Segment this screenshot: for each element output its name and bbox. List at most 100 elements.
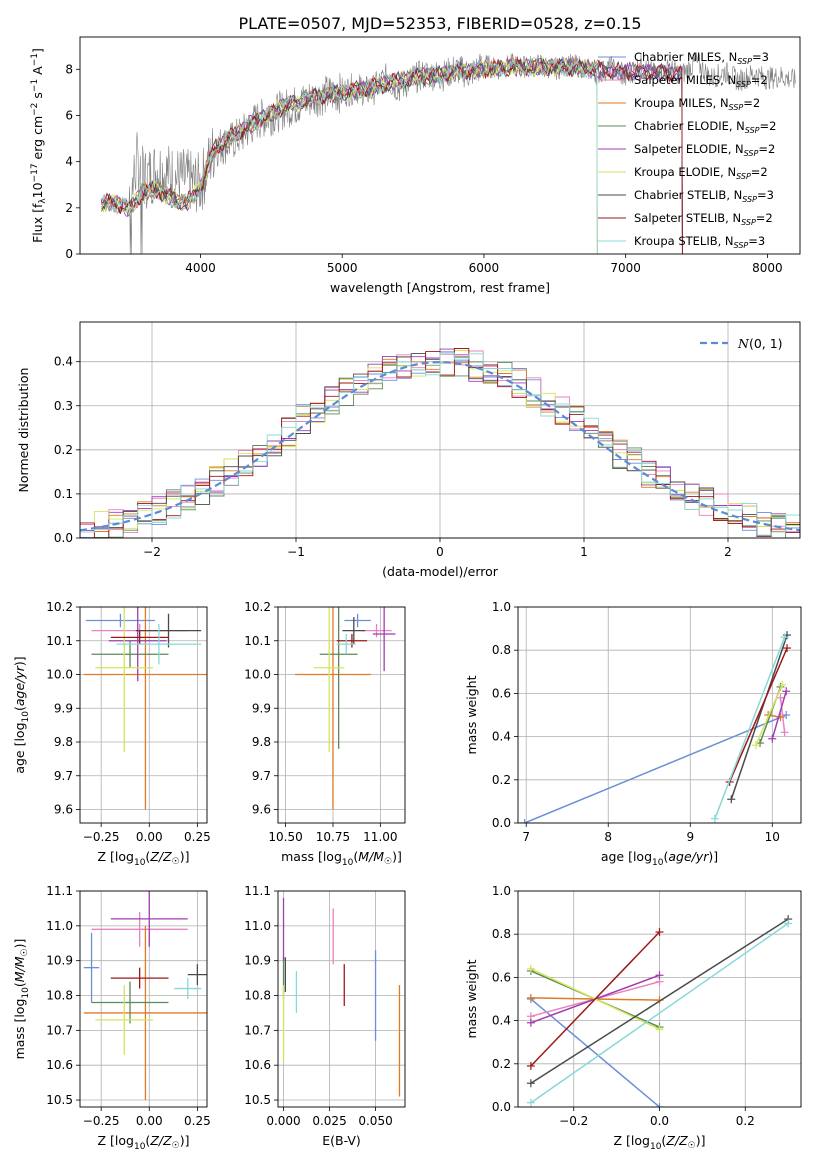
weight-line [728, 647, 788, 783]
weight-series-chabrier-miles [520, 711, 791, 823]
weight-line [771, 690, 787, 740]
y-axis-label: mass [log10(M/M☉)] [12, 939, 31, 1060]
y-tick-label: 9.6 [252, 803, 271, 817]
y-tick-label: 11.0 [244, 919, 271, 933]
errorbar-chabrier-miles [83, 932, 100, 1003]
errorbar-kroupa-miles [295, 607, 371, 810]
errorbar-kroupa-elodie [95, 985, 154, 1055]
legend-label: N(0, 1) [737, 336, 783, 351]
y-tick-label: 10.9 [46, 954, 73, 968]
legend-label: Chabrier ELODIE, NSSP=2 [634, 119, 776, 135]
errorbar-kroupa-stelib [116, 623, 202, 665]
x-axis-label: Z [log10(Z/Z☉)] [98, 1133, 190, 1152]
y-tick-label: 6 [65, 108, 73, 122]
y-tick-label: 9.8 [54, 735, 73, 749]
plot-area-age-vs-Z [83, 607, 207, 810]
weight-line [524, 714, 787, 823]
weight-line [779, 697, 786, 733]
x-tick-label: 0.2 [736, 1114, 755, 1128]
errorbar-kroupa-miles [83, 607, 207, 810]
x-tick-label: 4000 [185, 261, 216, 275]
errorbar-chabrier-elodie [91, 640, 169, 668]
errorbar-chabrier-stelib [342, 617, 366, 645]
axes-frame [79, 890, 208, 1108]
x-tick-label: 0.050 [358, 1114, 392, 1128]
legend-label: Kroupa STELIB, NSSP=3 [634, 234, 765, 250]
y-tick-label: 9.7 [252, 769, 271, 783]
weight-series-kroupa-stelib [526, 919, 793, 1107]
y-axis-label: mass weight [464, 675, 479, 754]
panel-residuals: −2 −1 0 1 2 0.0 0.1 0.2 0.3 0.4 [54, 321, 801, 559]
y-tick-label: 0.0 [492, 816, 511, 830]
plot-area-residuals [80, 348, 800, 538]
y-tick-label: 0 [65, 247, 73, 261]
weight-series-kroupa-elodie [751, 680, 787, 750]
y-tick-label: 1.0 [492, 884, 511, 898]
legend-label: Kroupa MILES, NSSP=2 [634, 96, 760, 112]
weight-line [530, 922, 789, 1104]
plot-area-mass-vs-Z [83, 891, 207, 1101]
panel-age-vs-mass: 10.50 10.75 11.00 9.6 9.7 9.8 9.9 10.0 10.1 10.2 [244, 600, 406, 844]
x-tick-label: 9 [686, 830, 694, 844]
panel-weight-vs-Z: −0.2 0.0 0.2 0.0 0.2 0.4 0.6 0.8 1.0 [492, 884, 802, 1128]
y-tick-label: 1.0 [492, 600, 511, 614]
errorbar-salpeter-elodie [372, 607, 396, 672]
errorbar-kroupa-elodie [95, 607, 154, 753]
errorbar-kroupa-elodie [314, 607, 345, 753]
axes-frame [79, 36, 801, 255]
x-axis-label: age [log10(age/yr)] [601, 849, 718, 868]
y-tick-label: 0.2 [492, 1057, 511, 1071]
weight-line [714, 636, 786, 819]
x-axis-label: Z [log10(Z/Z☉)] [98, 849, 190, 868]
y-tick-label: 10.5 [244, 1093, 271, 1107]
y-tick-label: 2 [65, 201, 73, 215]
model-line-chabrier-stelib [100, 57, 683, 254]
y-tick-label: 9.8 [252, 735, 271, 749]
axes-frame [277, 606, 406, 824]
y-tick-label: 0.1 [54, 487, 73, 501]
errorbar-salpeter-miles [91, 911, 188, 947]
x-tick-label: 0.00 [136, 1114, 163, 1128]
x-tick-label: 2 [724, 545, 732, 559]
axes-frame [79, 321, 801, 539]
y-axis-label: age [log10(age/yr)] [12, 656, 31, 773]
y-tick-label: 10.1 [244, 634, 271, 648]
x-axis-label: E(B-V) [322, 1133, 361, 1148]
x-tick-label: 5000 [327, 261, 358, 275]
errorbar-chabrier-stelib [187, 964, 207, 986]
legend-label: Chabrier MILES, NSSP=3 [634, 50, 769, 66]
y-tick-label: 10.6 [244, 1058, 271, 1072]
errorbar-kroupa-stelib [336, 634, 356, 655]
x-tick-label: 0.000 [266, 1114, 300, 1128]
model-line-kroupa-stelib [100, 57, 598, 254]
plot-area-mass-vs-EBV [282, 897, 401, 1097]
x-tick-label: 0.25 [184, 830, 211, 844]
axes-frame [79, 606, 208, 824]
x-tick-label: −0.25 [83, 1114, 120, 1128]
x-tick-label: −0.25 [83, 830, 120, 844]
y-tick-label: 10.6 [46, 1058, 73, 1072]
x-axis-label: mass [log10(M/M☉)] [281, 849, 402, 868]
y-tick-label: 0.4 [54, 355, 73, 369]
y-axis-label: Normed distribution [16, 368, 31, 493]
y-tick-label: 0.2 [492, 773, 511, 787]
y-tick-label: 4 [65, 155, 73, 169]
x-tick-label: 11.00 [363, 830, 397, 844]
y-tick-label: 9.6 [54, 803, 73, 817]
x-tick-label: 0.0 [650, 1114, 669, 1128]
y-tick-label: 10.2 [244, 600, 271, 614]
weight-series-salpeter-stelib [526, 928, 664, 1070]
weight-line [530, 998, 660, 1107]
hist-step-kroupa-stelib [80, 352, 800, 538]
plot-area-spectrum [100, 52, 796, 254]
y-tick-label: 0.6 [492, 686, 511, 700]
y-tick-label: 0.8 [492, 927, 511, 941]
y-tick-label: 11.0 [46, 919, 73, 933]
x-tick-label: 1 [580, 545, 588, 559]
panel-age-vs-Z: −0.25 0.00 0.25 9.6 9.7 9.8 9.9 10.0 10.1 10.2 [46, 600, 211, 844]
weight-line [530, 931, 661, 1067]
model-line-kroupa-miles [100, 56, 598, 254]
y-axis-label: mass weight [464, 959, 479, 1038]
weight-series-salpeter-elodie [768, 687, 791, 743]
